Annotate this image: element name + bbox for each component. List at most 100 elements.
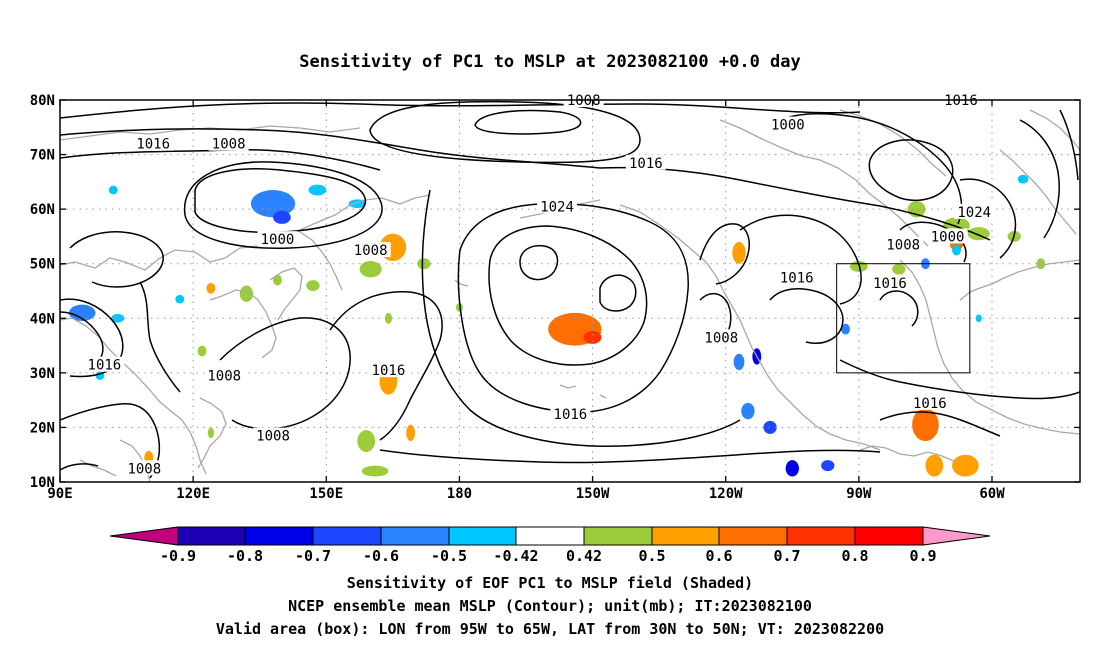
isobar-contour [219, 317, 351, 430]
coastline [60, 317, 207, 475]
shaded-region [175, 294, 185, 304]
coastline [719, 119, 929, 247]
shaded-region [785, 460, 799, 477]
colorbar-tick-label: 0.9 [909, 547, 936, 565]
colorbar-tick-label: -0.9 [160, 547, 196, 565]
contour-label-background [927, 228, 968, 244]
shaded-region [952, 454, 979, 477]
map-frame [59, 99, 1081, 483]
colorbar-tick-label: -0.7 [295, 547, 331, 565]
colorbar-tick-label: 0.42 [566, 547, 602, 565]
colorbar-segment [312, 526, 382, 546]
isobar-contour [60, 102, 861, 119]
contour-label: 1008 [704, 330, 738, 346]
isobar-contour [599, 274, 637, 312]
isobar-contour [1059, 109, 1079, 181]
axes: 90E 120E 150E 180 150W 120W 90W 60W 10N 20N 30N 40N… [30, 93, 1080, 502]
y-tick-label: 10N [30, 475, 55, 491]
contour-label-background [257, 231, 298, 247]
shaded-region [206, 282, 216, 294]
isobar-contour [60, 298, 124, 378]
coastline [209, 289, 277, 359]
contour-label: 1016 [873, 276, 907, 292]
isobar-contour [879, 411, 1001, 437]
shaded-region [308, 184, 327, 196]
shaded-region [975, 314, 982, 323]
shaded-region [239, 285, 254, 302]
colorbar-tick-label: -0.8 [227, 547, 263, 565]
coastline [899, 259, 1080, 435]
colorbar-high-extend [922, 526, 991, 546]
isobar-contour [519, 244, 559, 281]
shaded-region [384, 312, 392, 324]
x-tick-label: 120W [709, 486, 743, 502]
shaded-region [357, 430, 376, 452]
contour-label-background [550, 405, 591, 421]
colorbar-tick-label: 0.6 [705, 547, 732, 565]
contour-labels: 1008 1016 1016 1008 1000 1016 1024 1024 1000 1008… [84, 92, 995, 477]
coastline [197, 397, 227, 469]
isobar-contour [868, 139, 954, 202]
isobar-contour [60, 128, 601, 169]
shaded-region [925, 454, 944, 477]
isobar-contour [839, 359, 1080, 400]
colorbar-segment [718, 526, 788, 546]
coastline [454, 279, 469, 287]
footer-line-2: NCEP ensemble mean MSLP (Contour); unit(… [288, 597, 812, 615]
shaded-region [306, 280, 320, 291]
contour-label: 1000 [771, 118, 805, 134]
coastline [1029, 109, 1080, 151]
y-tick-label: 70N [30, 148, 55, 164]
y-tick-label: 50N [30, 257, 55, 273]
shaded-region [841, 323, 850, 335]
y-tick-label: 80N [30, 93, 55, 109]
isobar-contour [60, 403, 161, 479]
contour-label: 1008 [212, 137, 246, 153]
contour-label: 1008 [567, 93, 601, 109]
coastline [959, 259, 1080, 301]
contour-label-background [909, 394, 950, 410]
y-tick-label: 20N [30, 420, 55, 436]
isobar-contour [1019, 119, 1060, 239]
contour-label-background [701, 329, 742, 345]
x-tick-label: 60W [979, 486, 1005, 502]
contour-label: 1000 [261, 232, 295, 248]
x-tick-label: 90W [846, 486, 872, 502]
contour-label-background [84, 356, 125, 372]
contour-label: 1016 [780, 270, 814, 286]
contour-label: 1008 [127, 461, 161, 477]
y-tick-label: 30N [30, 366, 55, 382]
shaded-region [583, 330, 602, 344]
shaded-region [417, 258, 431, 270]
contour-label-background [133, 135, 174, 151]
map-plot-area: 1008 1016 1016 1008 1000 1016 1024 1024 1000 1008… [30, 92, 1081, 502]
contour-label-background [954, 203, 995, 219]
shaded-region [892, 263, 906, 275]
contour-label-background [368, 362, 409, 378]
shaded-region [1036, 258, 1046, 270]
coastline [299, 231, 343, 291]
contour-label: 1016 [372, 363, 406, 379]
coastline [599, 394, 607, 399]
isobar-contour [421, 189, 741, 447]
shaded-region [1017, 174, 1029, 184]
shaded-region [912, 408, 939, 442]
contour-label: 1008 [256, 429, 290, 445]
contour-label-background [253, 427, 294, 443]
y-tick-label: 40N [30, 311, 55, 327]
shaded-region [68, 304, 96, 322]
shaded-region [741, 402, 755, 420]
isobar-contour [183, 161, 383, 249]
contour-label: 1008 [207, 369, 241, 385]
coastline [79, 459, 117, 477]
isobar-contour [379, 449, 881, 464]
contour-label: 1024 [540, 199, 574, 215]
colorbar-segment [583, 526, 653, 546]
isobar-contour [474, 109, 582, 135]
x-tick-label: 180 [447, 486, 472, 502]
isobar-contour [139, 281, 181, 393]
colorbar-tick-label: -0.42 [493, 547, 538, 565]
shaded-region [273, 210, 291, 224]
colorbar-segment [854, 526, 924, 546]
